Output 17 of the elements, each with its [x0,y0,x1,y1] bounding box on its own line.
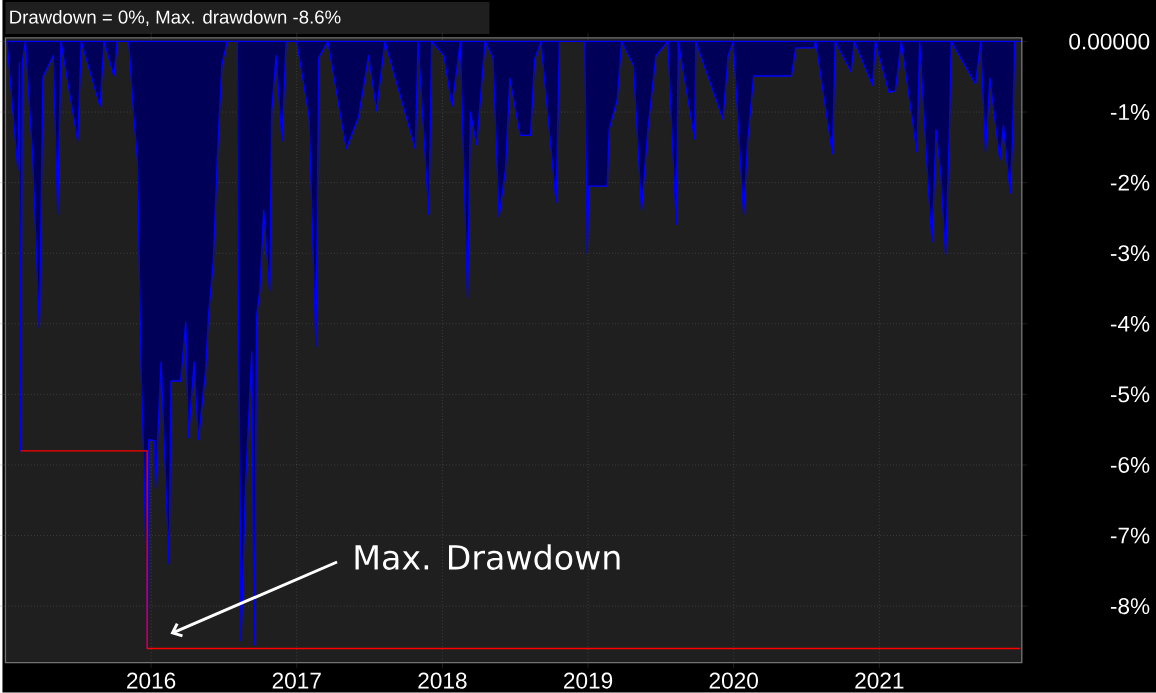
y-tick-label: -7% [1110,527,1150,544]
y-tick-label: -2% [1110,174,1150,191]
y-tick-label: -5% [1110,386,1150,403]
x-tick-label: 2019 [564,672,613,689]
x-tick-label: 2021 [855,672,904,689]
x-tick-label: 2016 [127,672,176,689]
x-tick-label: 2020 [709,672,758,689]
annotation: Max. Drawdown [355,544,620,570]
x-tick-label: 2018 [418,672,467,689]
x-tick-label: 2017 [272,672,321,689]
y-tick-label: -6% [1110,456,1150,473]
chart-title: Drawdown = 0%, Max. drawdown -8.6% [10,9,341,26]
y-tick-label: -8% [1110,598,1150,615]
y-tick-label: -4% [1110,315,1150,332]
y-tick-label: 0.00000 [1069,33,1150,50]
y-tick-label: -3% [1110,245,1150,262]
y-tick-label: -1% [1110,104,1150,120]
